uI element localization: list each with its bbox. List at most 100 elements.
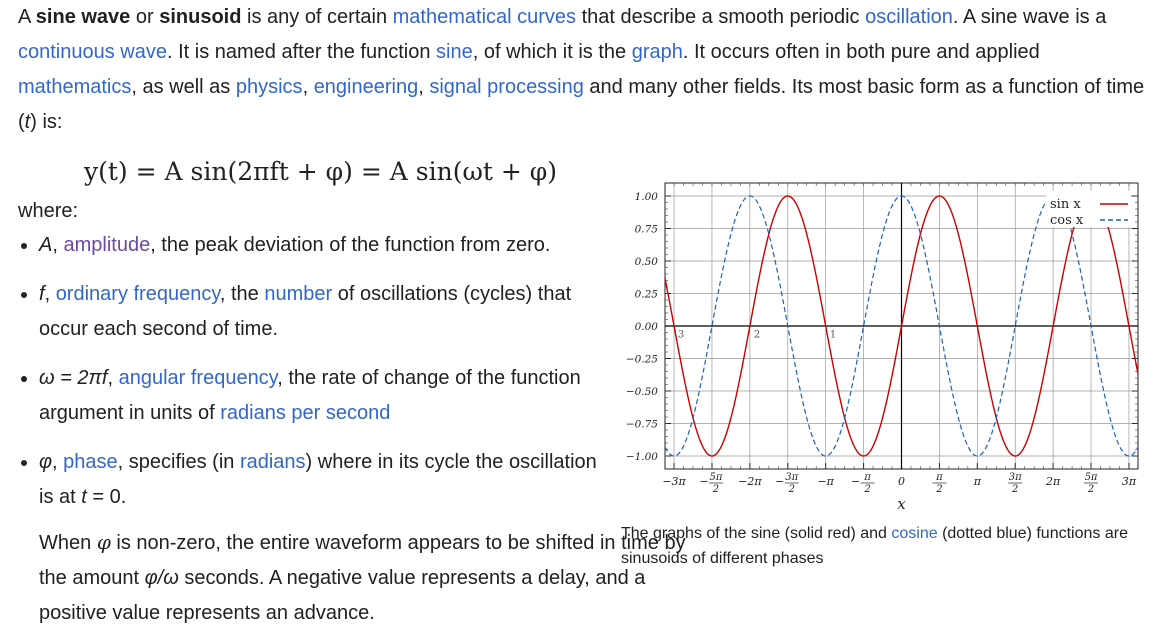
intro-text: that describe a smooth periodic xyxy=(576,6,866,28)
x-tick-label-numerator: 5π xyxy=(709,472,722,483)
list-item-angular-frequency: ω = 2πf, angular frequency, the rate of … xyxy=(18,361,608,431)
phase-shift-paragraph: When φ is non-zero, the entire waveform … xyxy=(39,525,689,631)
x-tick-label-numerator: 3π xyxy=(1009,472,1022,483)
y-tick-label: −0.75 xyxy=(626,419,658,431)
body-text: When xyxy=(39,532,97,554)
figure-caption: The graphs of the sine (solid red) and c… xyxy=(621,521,1151,571)
x-tick-label-denominator: 2 xyxy=(1011,484,1018,495)
separator: , xyxy=(107,367,119,389)
y-tick-label: −0.25 xyxy=(626,354,658,366)
y-tick-label: 0.75 xyxy=(635,224,659,236)
list-item-amplitude: A, amplitude, the peak deviation of the … xyxy=(18,228,608,263)
x-tick-label: −π xyxy=(817,475,834,488)
separator: , xyxy=(52,234,64,256)
term-sinusoid: sinusoid xyxy=(159,6,242,28)
x-tick-label: 2π xyxy=(1045,475,1061,488)
intro-var-t: t xyxy=(24,111,31,133)
link-phase[interactable]: phase xyxy=(63,451,118,473)
intro-text: , of which it is the xyxy=(472,41,632,63)
y-tick-label: 1.00 xyxy=(635,191,659,203)
list-item-phase: φ, phase, specifies (in radians) where i… xyxy=(18,445,608,515)
x-tick-label: −3π xyxy=(662,475,686,488)
link-radians-per-second[interactable]: radians per second xyxy=(220,402,391,424)
x-tick-label-sign: − xyxy=(851,475,860,488)
x-tick-label-numerator: 5π xyxy=(1085,472,1098,483)
bullet-dot xyxy=(21,243,27,249)
intro-text: , as well as xyxy=(131,76,236,98)
separator: , xyxy=(52,451,64,473)
link-mathematics[interactable]: mathematics xyxy=(18,76,132,98)
term-sine-wave: sine wave xyxy=(35,6,131,28)
bullet-dot xyxy=(21,292,27,298)
intro-paragraph: A sine wave or sinusoid is any of certai… xyxy=(18,0,1158,140)
sine-cosine-figure: 1.00 0.75 0.50 0.25 0.00 −0.25 −0.50 −0.75 −1.00… xyxy=(620,175,1160,515)
x-tick-label-denominator: 2 xyxy=(863,484,870,495)
inner-axis-label: 1 xyxy=(830,330,836,341)
legend-label: sin x xyxy=(1050,197,1081,212)
symbol-f: f xyxy=(39,283,45,305)
x-axis-label: x xyxy=(897,495,906,513)
link-cosine[interactable]: cosine xyxy=(891,525,938,542)
x-tick-label-sign: − xyxy=(775,475,784,488)
link-sine[interactable]: sine xyxy=(436,41,473,63)
symbol-phi: φ xyxy=(39,451,53,473)
symbol-t: t xyxy=(81,486,87,508)
x-tick-label: 0 xyxy=(898,475,905,488)
symbol-omega: ω = 2πf xyxy=(39,367,108,389)
x-tick-label-numerator: π xyxy=(935,472,943,483)
link-mathematical-curves[interactable]: mathematical curves xyxy=(392,6,577,28)
sin-curve xyxy=(664,195,1139,457)
link-graph[interactable]: graph xyxy=(631,41,683,63)
bullet-dot xyxy=(21,376,27,382)
link-engineering[interactable]: engineering xyxy=(313,76,419,98)
symbol-a: A xyxy=(39,234,53,256)
definition-text: ) where in its cycle the oscillation is … xyxy=(39,451,597,508)
intro-text: , xyxy=(418,76,430,98)
x-tick-label: 3π xyxy=(1122,475,1137,488)
y-tick-label: 0.00 xyxy=(635,321,659,333)
intro-text: or xyxy=(130,6,160,28)
definition-list: A, amplitude, the peak deviation of the … xyxy=(18,228,608,529)
link-amplitude[interactable]: amplitude xyxy=(63,234,151,256)
link-continuous-wave[interactable]: continuous wave xyxy=(18,41,167,63)
y-tick-label: 0.50 xyxy=(635,256,659,268)
intro-text: , xyxy=(302,76,314,98)
sine-wave-formula: y(t) = A sin(2πft + φ) = A sin(ωt + φ) xyxy=(84,157,557,186)
intro-text: ) is: xyxy=(30,111,63,133)
phase-over-omega: φ/ω xyxy=(144,567,179,589)
link-physics[interactable]: physics xyxy=(235,76,303,98)
bullet-dot xyxy=(21,460,27,466)
link-ordinary-frequency[interactable]: ordinary frequency xyxy=(55,283,220,305)
x-tick-label-numerator: π xyxy=(863,472,871,483)
list-item-frequency: f, ordinary frequency, the number of osc… xyxy=(18,277,608,347)
body-text: is non-zero, the entire waveform appears… xyxy=(39,532,686,589)
inner-axis-label: 2 xyxy=(754,330,760,341)
link-radians[interactable]: radians xyxy=(239,451,306,473)
caption-text: (dotted blue) functions are sinusoids of… xyxy=(621,525,1128,567)
x-tick-label-denominator: 2 xyxy=(935,484,942,495)
separator: , xyxy=(44,283,56,305)
definition-text: , the peak deviation of the function fro… xyxy=(150,234,551,256)
intro-text: is any of certain xyxy=(241,6,393,28)
x-tick-label-denominator: 2 xyxy=(712,484,719,495)
body-text: seconds. A negative value represents a d… xyxy=(39,567,646,624)
intro-text: A xyxy=(18,6,36,28)
x-tick-label: π xyxy=(973,475,982,488)
link-number[interactable]: number xyxy=(264,283,333,305)
inner-axis-label: 3 xyxy=(678,330,684,341)
intro-text: . It occurs often in both pure and appli… xyxy=(682,41,1040,63)
x-tick-label-numerator: 3π xyxy=(785,472,798,483)
y-tick-label: −0.50 xyxy=(626,386,658,398)
link-angular-frequency[interactable]: angular frequency xyxy=(118,367,278,389)
intro-text: and many other fields. Its most basic fo… xyxy=(18,76,1145,133)
where-label: where: xyxy=(18,200,79,222)
intro-text: . A sine wave is a xyxy=(952,6,1107,28)
link-signal-processing[interactable]: signal processing xyxy=(429,76,584,98)
y-tick-label: 0.25 xyxy=(635,289,659,301)
definition-text: = 0. xyxy=(86,486,127,508)
symbol-phi: φ xyxy=(96,530,111,554)
definition-text: , the xyxy=(219,283,265,305)
link-oscillation[interactable]: oscillation xyxy=(865,6,953,28)
definition-text: of oscillations (cycles) that occur each… xyxy=(39,283,572,340)
x-tick-label: −2π xyxy=(738,475,762,488)
